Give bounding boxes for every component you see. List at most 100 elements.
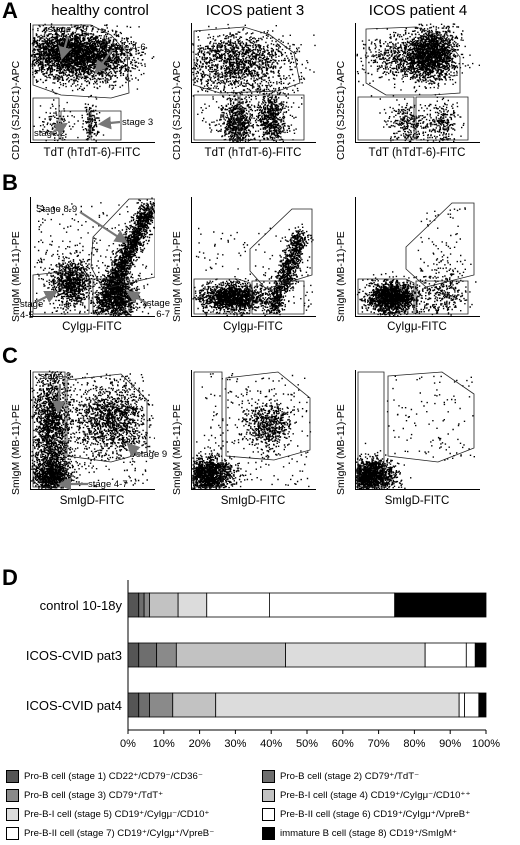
gate-outline (32, 24, 130, 99)
legend-swatch (262, 770, 275, 783)
bar-segment (478, 692, 487, 718)
gate-outline (415, 280, 469, 315)
legend-item: Pre-B-II cell (stage 7) CD19⁺/CyIgμ⁺/Vpr… (6, 827, 214, 840)
legend-label: Pro-B cell (stage 1) CD22⁺/CD79⁻/CD36⁻ (24, 771, 203, 782)
gate-outline (193, 278, 251, 315)
x-tick-label: 90% (439, 738, 461, 750)
gate-outline (225, 371, 311, 461)
annotation-stage-4-5: stage 4-5 (20, 299, 44, 321)
category-label: control 10-18y (40, 598, 123, 613)
flow-plot-b-healthy (30, 197, 155, 317)
dot-plot-canvas (32, 197, 155, 316)
category-label: ICOS-CVID pat4 (26, 698, 122, 713)
panel-letter-b: B (2, 170, 18, 195)
gate-outline (193, 26, 301, 94)
xlabel-c-healthy: SmIgD-FITC (59, 495, 125, 507)
gate-outline (387, 371, 475, 463)
flow-plot-b-patient3 (191, 197, 316, 317)
annotation-stage-2: stage 2 (34, 128, 66, 139)
ylabel-c-healthy: SmIgM (MB-11)-PE (10, 404, 22, 495)
bar-segment (215, 692, 460, 718)
legend-swatch (262, 808, 275, 821)
legend-label: Pre-B-II cell (stage 7) CD19⁺/CyIgμ⁺/Vpr… (24, 828, 215, 839)
gate-outline (405, 202, 475, 288)
ylabel-b-patient3: SmIgM (MB-11)-PE (171, 231, 183, 322)
legend-item: Pre-B-II cell (stage 6) CD19⁺/CyIgμ⁺/Vpr… (262, 808, 470, 821)
dot-plot-canvas (192, 371, 312, 489)
bar-segment (138, 692, 150, 718)
bar-segment (269, 592, 396, 618)
gate-outline (249, 208, 313, 290)
bar-segment (424, 642, 467, 668)
cell-events (192, 373, 312, 489)
bar-segment (149, 592, 179, 618)
legend-label: Pre-B-I cell (stage 5) CD19⁺/CyIgμ⁻/CD10… (24, 809, 210, 820)
x-tick-label: 0% (120, 738, 136, 750)
legend-item: immature B cell (stage 8) CD19⁺/SmIgM⁺ (262, 827, 457, 840)
flow-plot-c-healthy (30, 370, 155, 490)
legend-item: Pre-B-I cell (stage 5) CD19⁺/CyIgμ⁻/CD10… (6, 808, 209, 821)
bar-segment (149, 692, 174, 718)
legend-item: Pro-B cell (stage 3) CD79⁺/TdT⁺ (6, 789, 163, 802)
ylabel-c-patient3: SmIgM (MB-11)-PE (171, 404, 183, 495)
gate-outline (357, 96, 415, 141)
dot-plot-canvas (192, 208, 314, 316)
legend-label: Pro-B cell (stage 3) CD79⁺/TdT⁺ (24, 790, 164, 801)
gate-outline (239, 94, 305, 141)
bar-segment (127, 692, 140, 718)
bar-segment (458, 692, 465, 718)
bar-segment (285, 642, 426, 668)
xlabel-b-patient4: CyIgμ-FITC (387, 321, 447, 333)
bar-segment (138, 592, 145, 618)
xlabel-a-healthy: TdT (hTdT-6)-FITC (43, 147, 141, 159)
x-tick-label: 100% (472, 738, 500, 750)
flow-plot-a-patient4 (355, 23, 480, 143)
xlabel-a-patient4: TdT (hTdT-6)-FITC (368, 147, 466, 159)
annotation-stage-8-9: Stage 8-9 (36, 204, 78, 215)
annotation-stage-9: stage 9 (136, 449, 168, 460)
legend-swatch (6, 789, 19, 802)
xlabel-a-patient3: TdT (hTdT-6)-FITC (204, 147, 302, 159)
annotation-stage-4-7: stage 4-7 (88, 479, 128, 490)
gate-outline (90, 110, 122, 141)
xlabel-b-patient3: CyIgμ-FITC (223, 321, 283, 333)
flow-plot-a-patient3 (191, 23, 316, 143)
legend-swatch (6, 808, 19, 821)
xlabel-b-healthy: CyIgμ-FITC (62, 321, 122, 333)
category-label: ICOS-CVID pat3 (26, 648, 122, 663)
x-tick-label: 80% (403, 738, 425, 750)
gate-outline (251, 280, 305, 315)
legend-swatch (6, 827, 19, 840)
legend-item: Pre-B-I cell (stage 4) CD19⁺/CyIgμ⁻/CD10… (262, 789, 471, 802)
ylabel-a-patient3: CD19 (SJ25C1)-APC (171, 60, 183, 160)
gate-outline (92, 278, 130, 315)
x-tick-label: 50% (296, 738, 318, 750)
annotation-stage-6-7: stage 6-7 (146, 298, 170, 320)
dot-plot-canvas (192, 23, 316, 142)
bar-segment (175, 642, 286, 668)
gate-outline (90, 198, 155, 290)
annotation-stage-4-6: stage 4-6 (106, 42, 146, 53)
annotation-stage-3: stage 3 (122, 117, 154, 128)
bar-segment (127, 642, 140, 668)
column-title-patient3: ICOS patient 3 (205, 2, 305, 19)
dot-plot-canvas (356, 23, 480, 142)
legend-label: Pre-B-II cell (stage 6) CD19⁺/CyIgμ⁺/Vpr… (280, 809, 471, 820)
bar-segment (474, 642, 487, 668)
dot-plot-canvas (356, 371, 475, 489)
x-tick-label: 30% (224, 738, 246, 750)
annotation-stage-7-9: stage 7-9 (48, 24, 88, 35)
gate-outline (357, 278, 415, 315)
bar-segment (172, 692, 217, 718)
ylabel-b-patient4: SmIgM (MB-11)-PE (335, 231, 347, 322)
cell-events (31, 370, 155, 489)
xlabel-c-patient3: SmIgD-FITC (220, 495, 286, 507)
panel-letter-c: C (2, 343, 18, 368)
column-title-patient4: ICOS patient 4 (368, 2, 468, 19)
bar-segment (206, 592, 270, 618)
cell-events (192, 23, 316, 142)
legend-label: Pre-B-I cell (stage 4) CD19⁺/CyIgμ⁻/CD10… (280, 790, 471, 801)
flow-plot-c-patient4 (355, 370, 480, 490)
flow-plot-b-patient4 (355, 197, 480, 317)
gate-outline (66, 373, 148, 463)
